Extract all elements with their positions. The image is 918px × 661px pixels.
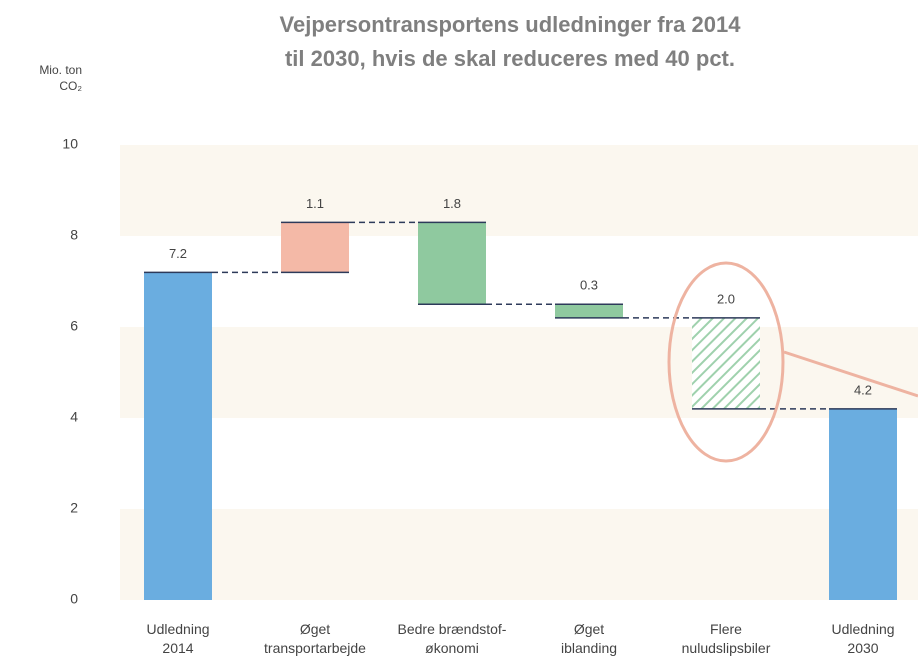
value-label: 2.0 <box>717 291 735 306</box>
bar <box>281 222 349 273</box>
bar <box>144 272 212 600</box>
grid-band <box>120 509 918 600</box>
x-tick-label: Udledning 2030 <box>831 621 895 656</box>
annotation-ellipse <box>667 261 785 463</box>
x-tick-label: Flere nuludslipsbiler <box>681 621 771 656</box>
x-tick-label: Øget transportarbejde <box>264 621 366 656</box>
y-tick-label: 4 <box>70 409 78 425</box>
chart-title: Vejpersontransportens udledninger fra 20… <box>279 12 741 71</box>
bar <box>555 304 623 318</box>
y-tick-label: 10 <box>62 136 78 152</box>
x-tick-label: Øget iblanding <box>560 621 618 656</box>
value-label: 7.2 <box>169 246 187 261</box>
annotation-line <box>783 350 918 398</box>
x-tick-label: Bedre brændstof- økonomi <box>397 621 507 656</box>
y-tick-label: 0 <box>70 591 78 607</box>
grid-band <box>120 145 918 236</box>
value-label: 4.2 <box>854 382 872 397</box>
value-label: 1.8 <box>443 196 461 211</box>
bar <box>692 317 760 409</box>
y-tick-label: 2 <box>70 500 78 516</box>
y-axis-label: Mio. ton CO₂ <box>39 63 82 93</box>
grid-band <box>120 327 918 418</box>
value-label: 1.1 <box>306 196 324 211</box>
y-tick-label: 6 <box>70 318 78 334</box>
x-tick-label: Udledning 2014 <box>146 621 210 656</box>
value-label: 0.3 <box>580 278 598 293</box>
y-tick-label: 8 <box>70 227 78 243</box>
bar <box>829 408 897 600</box>
bar <box>418 222 486 305</box>
